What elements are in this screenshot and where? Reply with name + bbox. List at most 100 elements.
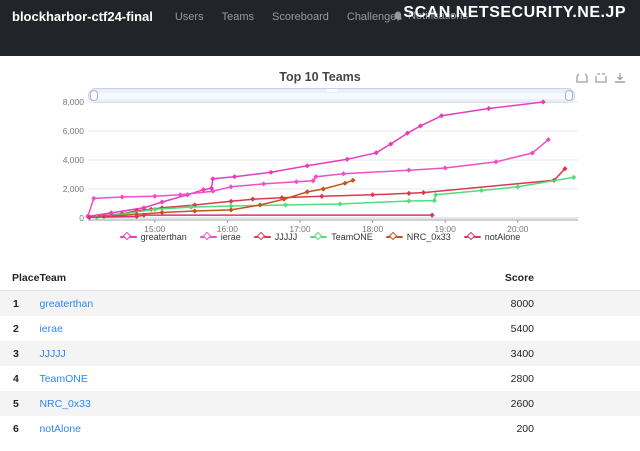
save-image-icon[interactable] (614, 72, 626, 84)
data-point-ierae[interactable] (340, 171, 347, 177)
data-point-JJJJJ[interactable] (228, 198, 234, 204)
legend-item-notAlone[interactable]: notAlone (463, 231, 520, 242)
data-point-ierae[interactable] (493, 159, 499, 165)
data-point-TeamONE[interactable] (478, 187, 485, 194)
table-row: 4 TeamONE 2800 (0, 366, 640, 391)
legend-diamond-icon (202, 231, 212, 241)
team-link-TeamONE[interactable]: TeamONE (39, 372, 88, 385)
legend-item-JJJJJ[interactable]: JJJJJ (253, 231, 297, 242)
data-point-ierae[interactable] (119, 194, 125, 200)
data-point-greaterthan[interactable] (540, 99, 546, 105)
data-point-NRC_0x33[interactable] (350, 177, 356, 183)
bell-icon (394, 11, 403, 21)
data-point-ierae[interactable] (228, 184, 234, 190)
data-point-TeamONE[interactable] (571, 174, 577, 180)
data-point-JJJJJ[interactable] (319, 193, 325, 199)
data-point-greaterthan[interactable] (404, 130, 411, 136)
data-point-greaterthan[interactable] (200, 187, 207, 193)
data-point-greaterthan[interactable] (438, 113, 445, 119)
brand-title[interactable]: blockharbor-ctf24-final (12, 9, 153, 24)
data-point-TeamONE[interactable] (282, 202, 289, 208)
data-point-TeamONE[interactable] (431, 198, 437, 204)
data-point-notAlone[interactable] (86, 214, 93, 220)
legend-marker (310, 231, 328, 241)
legend-item-TeamONE[interactable]: TeamONE (310, 231, 373, 242)
series-line-greaterthan[interactable] (87, 101, 544, 218)
data-point-NRC_0x33[interactable] (192, 208, 198, 214)
data-point-greaterthan[interactable] (268, 169, 274, 175)
notifications-link[interactable]: Notifications (408, 10, 468, 22)
nav-item-teams[interactable]: Teams (221, 10, 254, 23)
data-point-JJJJJ[interactable] (562, 166, 568, 172)
data-point-TeamONE[interactable] (515, 184, 521, 190)
data-point-greaterthan[interactable] (141, 205, 147, 211)
zoom-select-icon[interactable] (576, 72, 588, 84)
data-point-ierae[interactable] (210, 188, 216, 194)
data-point-NRC_0x33[interactable] (342, 180, 348, 186)
data-point-ierae[interactable] (529, 150, 535, 156)
data-point-ierae[interactable] (545, 137, 551, 143)
data-point-greaterthan[interactable] (304, 163, 310, 169)
data-point-greaterthan[interactable] (232, 174, 238, 180)
data-point-NRC_0x33[interactable] (320, 186, 326, 192)
team-link-ierae[interactable]: ierae (39, 322, 63, 335)
nav-item-challenges[interactable]: Challenges (346, 10, 402, 23)
series-line-notAlone[interactable] (89, 214, 433, 219)
data-point-JJJJJ[interactable] (420, 190, 427, 196)
cell-team: greaterthan (39, 291, 504, 317)
legend-item-greaterthan[interactable]: greaterthan (119, 231, 187, 242)
data-point-ierae[interactable] (261, 181, 267, 187)
datazoom-track[interactable] (97, 93, 566, 99)
data-point-TeamONE[interactable] (188, 204, 194, 210)
nav-item-scoreboard[interactable]: Scoreboard (272, 10, 329, 23)
data-point-greaterthan[interactable] (159, 199, 165, 205)
data-point-ierae[interactable] (406, 167, 412, 173)
data-point-JJJJJ[interactable] (369, 192, 376, 198)
restore-icon[interactable] (595, 72, 607, 84)
legend-item-ierae[interactable]: ierae (199, 231, 241, 242)
data-point-TeamONE[interactable] (152, 206, 158, 212)
data-point-greaterthan[interactable] (486, 105, 492, 112)
score-line-chart[interactable]: 0 2,000 4,000 6,000 8,000 15:00 16:00 17:00 18:0… (60, 96, 590, 236)
datazoom-handle-right[interactable] (565, 90, 573, 101)
datazoom-handle-left[interactable] (90, 90, 98, 101)
data-point-greaterthan[interactable] (210, 176, 216, 182)
data-point-TeamONE[interactable] (406, 198, 412, 204)
data-point-greaterthan[interactable] (344, 156, 350, 162)
column-header-score: Score (504, 266, 640, 291)
team-link-notAlone[interactable]: notAlone (39, 422, 81, 435)
data-point-ierae[interactable] (91, 195, 97, 202)
series-line-TeamONE[interactable] (96, 176, 574, 219)
data-point-ierae[interactable] (152, 193, 158, 199)
team-link-JJJJJ[interactable]: JJJJJ (39, 347, 66, 360)
data-point-ierae[interactable] (313, 174, 319, 180)
data-point-JJJJJ[interactable] (406, 190, 412, 196)
team-link-greaterthan[interactable]: greaterthan (39, 297, 94, 310)
team-link-NRC_0x33[interactable]: NRC_0x33 (39, 397, 91, 410)
data-point-JJJJJ[interactable] (134, 208, 140, 214)
data-point-ierae[interactable] (310, 178, 316, 184)
legend-diamond-icon (389, 231, 398, 241)
y-axis-label: 2,000 (63, 184, 85, 194)
data-point-notAlone[interactable] (141, 212, 147, 218)
data-point-JJJJJ[interactable] (250, 196, 256, 202)
legend-diamond-icon (313, 231, 322, 241)
data-point-TeamONE[interactable] (433, 192, 439, 198)
legend-item-NRC_0x33[interactable]: NRC_0x33 (385, 231, 451, 242)
data-point-notAlone[interactable] (134, 213, 140, 220)
data-point-TeamONE[interactable] (337, 201, 343, 207)
data-point-greaterthan[interactable] (388, 141, 394, 147)
data-point-NRC_0x33[interactable] (159, 209, 165, 216)
data-point-NRC_0x33[interactable] (257, 202, 263, 208)
standings-section: Place Team Score 1 greaterthan 8000 2 ierae 5… (0, 262, 640, 441)
data-point-notAlone[interactable] (429, 212, 435, 218)
data-point-NRC_0x33[interactable] (228, 207, 234, 213)
data-point-ierae[interactable] (293, 179, 299, 185)
data-point-TeamONE[interactable] (228, 203, 234, 209)
data-point-greaterthan[interactable] (417, 123, 424, 129)
data-point-NRC_0x33[interactable] (304, 189, 310, 195)
data-point-ierae[interactable] (177, 192, 183, 198)
data-point-greaterthan[interactable] (373, 150, 379, 156)
nav-item-users[interactable]: Users (174, 10, 204, 23)
data-point-ierae[interactable] (442, 165, 448, 171)
